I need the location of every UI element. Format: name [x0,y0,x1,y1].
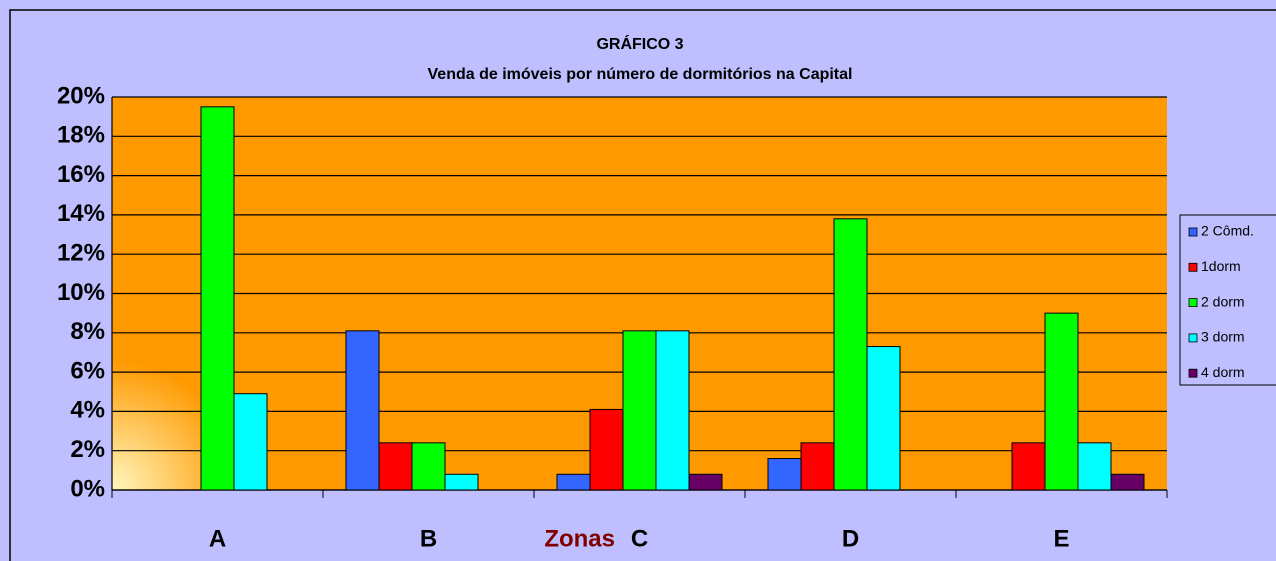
legend-box [1179,214,1276,386]
bar [1110,473,1145,491]
bar [444,473,479,491]
legend-label: 4 dorm [1201,364,1245,380]
legend-label: 1dorm [1201,258,1241,274]
bar [411,442,446,491]
bar [1077,442,1112,491]
bar [345,330,380,491]
frame [9,9,1276,561]
x-axis-label: Zonas [544,525,615,552]
bar [556,473,591,491]
y-tick-label: 14% [57,200,105,227]
y-tick-label: 2% [70,436,105,463]
chart-subtitle: Venda de imóveis por número de dormitóri… [428,66,853,83]
bar [200,106,235,491]
y-tick-label: 20% [57,82,105,109]
bar [833,218,868,491]
bar [655,330,690,491]
bar [589,408,624,491]
chart-title: GRÁFICO 3 [596,34,683,53]
bar [233,393,268,491]
bar [800,442,835,491]
legend-swatch [1188,227,1198,237]
bar [1011,442,1046,491]
bar [767,458,802,491]
y-tick-label: 8% [70,318,105,345]
x-tick-label: A [209,525,226,552]
x-tick-label: C [631,525,648,552]
bar [622,330,657,491]
bar [378,442,413,491]
legend-label: 3 dorm [1201,329,1245,345]
x-tick-label: E [1053,525,1069,552]
y-tick-label: 16% [57,161,105,188]
legend-swatch [1188,333,1198,343]
y-tick-label: 18% [57,122,105,149]
legend-swatch [1188,368,1198,378]
legend-label: 2 Cômd. [1201,223,1254,239]
y-tick-label: 0% [70,475,105,502]
y-tick-label: 12% [57,240,105,267]
legend-swatch [1188,298,1198,308]
bar [1044,312,1079,491]
y-tick-label: 10% [57,279,105,306]
legend-label: 2 dorm [1201,293,1245,309]
x-tick-label: B [420,525,437,552]
x-tick-label: D [842,525,859,552]
bar [688,473,723,491]
y-tick-label: 6% [70,357,105,384]
legend-swatch [1188,262,1198,272]
y-tick-label: 4% [70,397,105,424]
bar [866,346,901,491]
